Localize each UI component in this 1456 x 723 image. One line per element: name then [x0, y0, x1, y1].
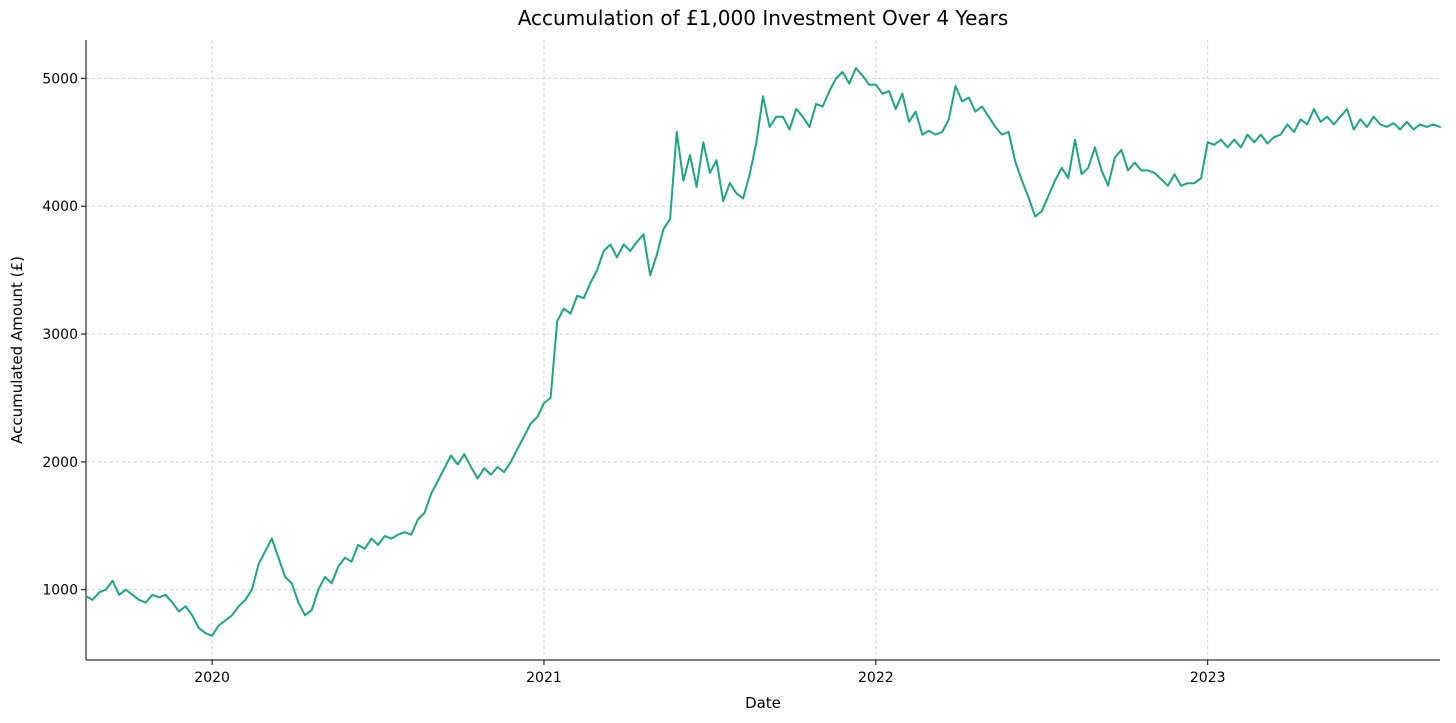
investment-line-chart: Accumulation of £1,000 Investment Over 4…	[0, 0, 1456, 723]
investment-series-line	[86, 68, 1440, 636]
y-tick-label: 3000	[42, 327, 78, 343]
y-tick-label: 1000	[42, 583, 78, 599]
y-tick-labels: 1000 2000 3000 4000 5000	[42, 71, 78, 598]
y-tick-label: 5000	[42, 71, 78, 87]
chart-container: Accumulation of £1,000 Investment Over 4…	[0, 0, 1456, 723]
x-tick-label: 2022	[858, 670, 894, 686]
y-axis-label: Accumulated Amount (£)	[8, 256, 26, 444]
x-tick-labels: 2020 2021 2022 2023	[194, 670, 1225, 686]
x-tick-label: 2021	[526, 670, 562, 686]
chart-title: Accumulation of £1,000 Investment Over 4…	[518, 6, 1009, 30]
y-tick-label: 4000	[42, 199, 78, 215]
chart-spines	[81, 40, 1440, 665]
x-tick-label: 2023	[1190, 670, 1226, 686]
y-tick-label: 2000	[42, 455, 78, 471]
x-tick-label: 2020	[194, 670, 230, 686]
chart-grid	[86, 40, 1440, 660]
x-axis-label: Date	[745, 694, 781, 712]
